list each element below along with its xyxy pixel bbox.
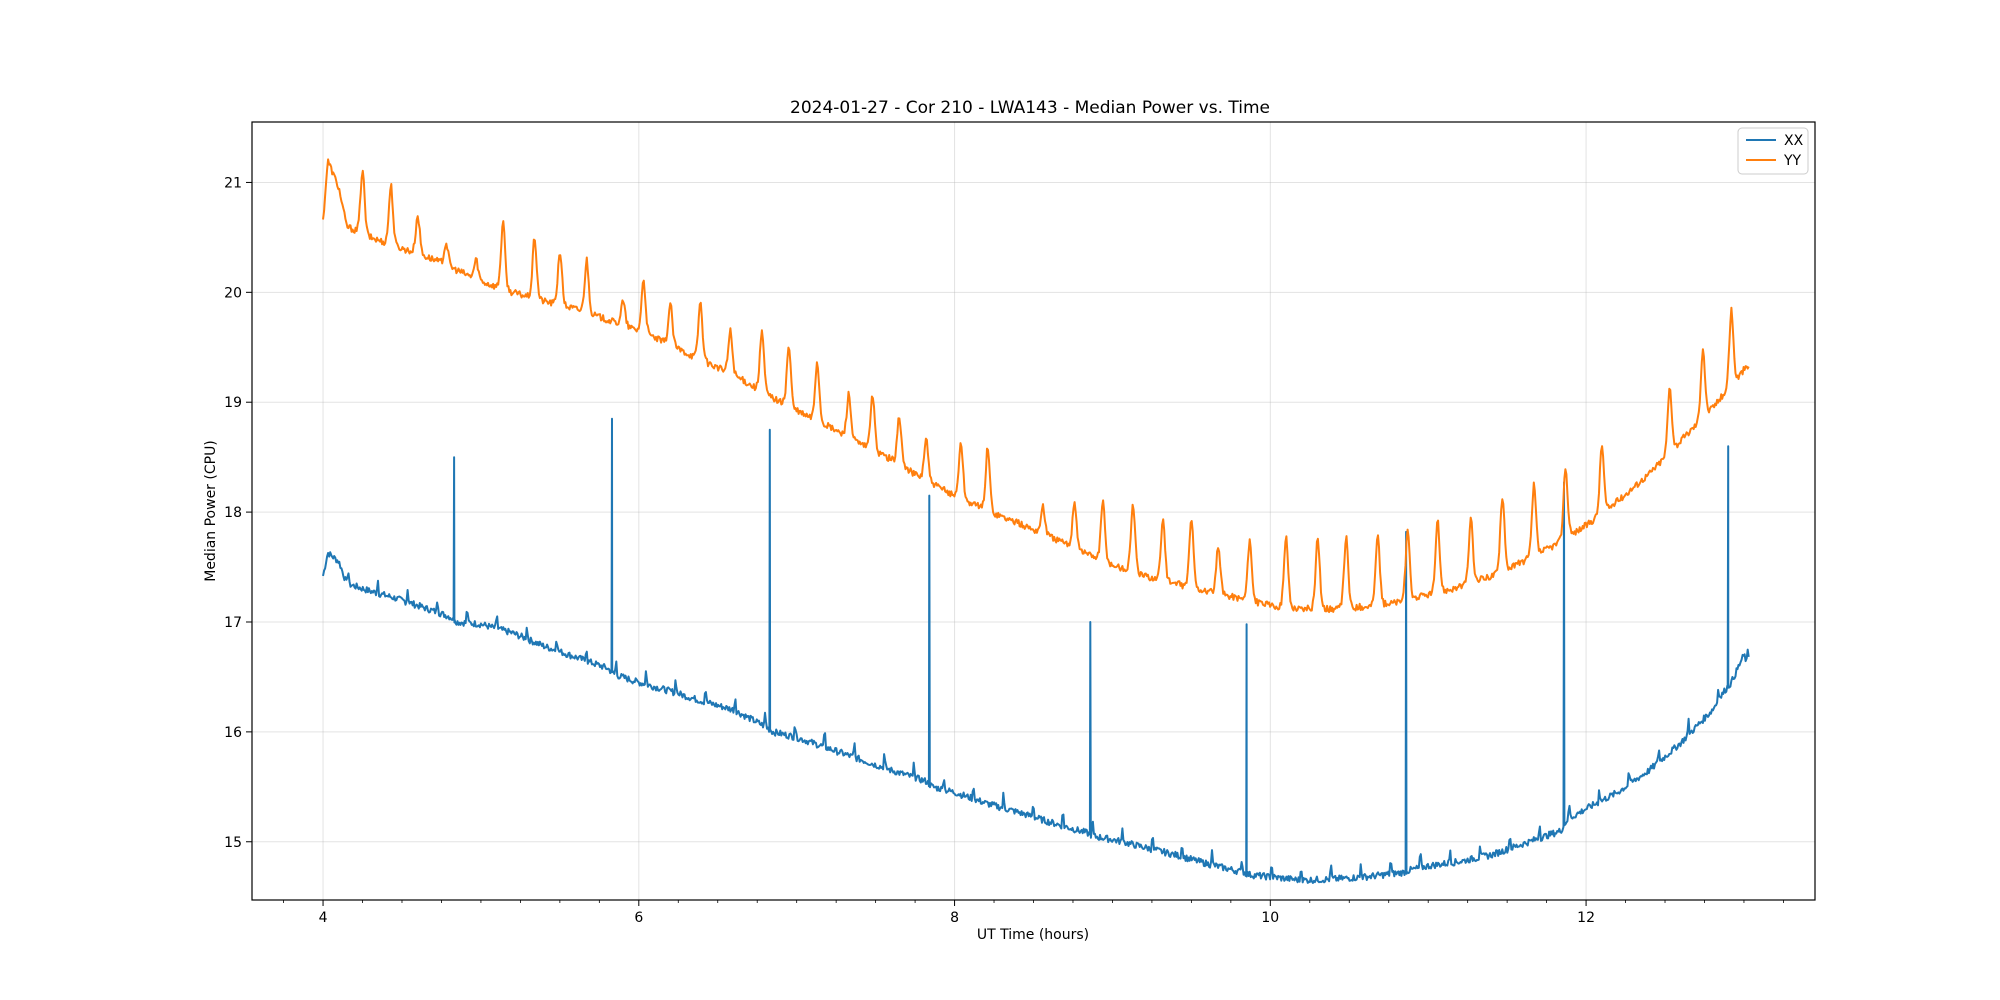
x-tick-label: 6 — [634, 910, 643, 926]
y-tick-label: 17 — [224, 615, 242, 631]
series-layer — [322, 158, 1750, 884]
x-tick-label: 8 — [950, 910, 959, 926]
y-tick-label: 16 — [224, 725, 242, 741]
y-axis-label: Median Power (CPU) — [203, 440, 219, 582]
legend: XX YY — [1737, 127, 1809, 175]
y-tick-label: 21 — [224, 175, 242, 191]
y-axis: 15 16 17 18 19 20 21 — [224, 175, 252, 851]
x-axis-label: UT Time (hours) — [977, 927, 1089, 943]
x-axis: 4 6 8 10 12 — [283, 900, 1784, 926]
x-tick-label: 4 — [319, 910, 328, 926]
x-tick-label: 10 — [1261, 910, 1279, 926]
legend-label-xx: XX — [1784, 133, 1804, 149]
x-tick-label: 12 — [1577, 910, 1595, 926]
chart-title: 2024-01-27 - Cor 210 - LWA143 - Median P… — [790, 98, 1270, 118]
series-line-yy — [322, 158, 1750, 614]
y-tick-label: 19 — [224, 395, 242, 411]
series-line-xx — [322, 417, 1750, 884]
y-tick-label: 18 — [224, 505, 242, 521]
y-tick-label: 20 — [224, 285, 242, 301]
y-tick-label: 15 — [224, 835, 242, 851]
legend-label-yy: YY — [1783, 153, 1802, 169]
